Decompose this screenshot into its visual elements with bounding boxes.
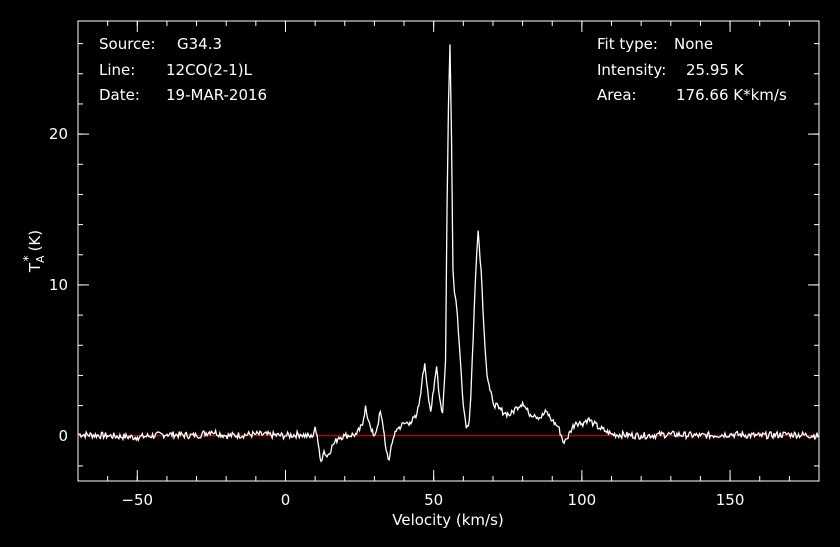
source-value: G34.3 [177,35,223,53]
fit-type-value: None [674,35,714,53]
x-tick-label: 50 [424,491,443,509]
plot-frame [77,20,820,482]
area-label: Area: [597,86,637,104]
y-tick-label: 10 [49,276,68,294]
x-tick-label: 150 [716,491,745,509]
y-tick-label: 0 [58,427,68,445]
x-axis-label: Velocity (km/s) [392,511,503,529]
line-label: Line: [99,61,136,79]
y-axis-label: TA* (K) [21,230,47,273]
y-axis-label-sup: * [21,255,35,261]
x-tick-label: 0 [281,491,291,509]
source-label: Source: [99,35,156,53]
y-tick-label: 20 [49,125,68,143]
tick-labels: −50 0 50 100 150 0 10 20 [49,125,744,509]
intensity-label: Intensity: [597,61,667,79]
area-value: 176.66 K*km/s [676,86,787,104]
y-axis-label-unit: (K) [26,230,44,252]
x-tick-label: −50 [121,491,153,509]
x-tick-label: 100 [568,491,597,509]
y-axis-label-main: T [26,262,44,273]
line-value: 12CO(2-1)L [166,61,252,79]
date-label: Date: [99,86,140,104]
y-axis-label-sub: A [34,255,47,263]
spectrum-line [77,44,820,463]
intensity-value: 25.95 K [686,61,744,79]
fit-type-label: Fit type: [597,35,658,53]
date-value: 19-MAR-2016 [166,86,268,104]
